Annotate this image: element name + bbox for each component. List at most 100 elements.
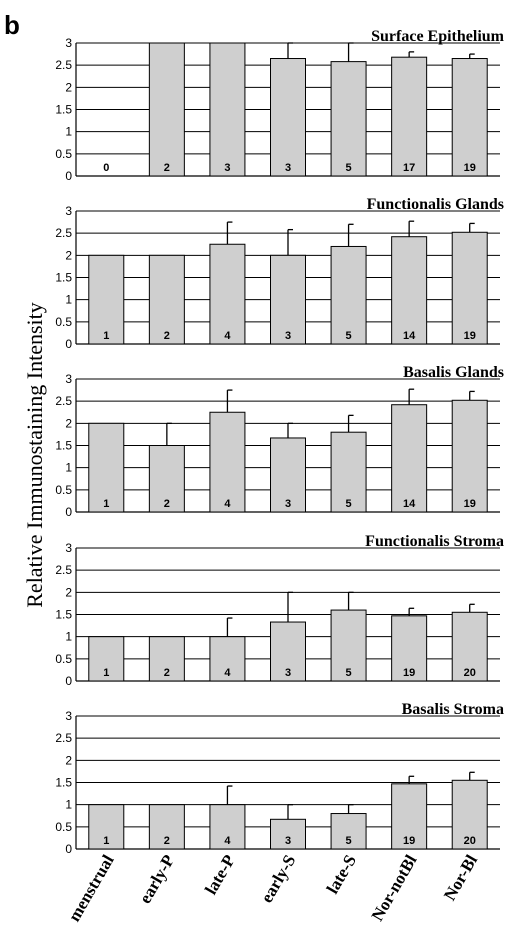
panel-title: Basalis Stroma (402, 701, 504, 718)
bar (391, 615, 428, 682)
bar (88, 636, 125, 682)
y-tick-label: 2 (65, 416, 72, 430)
sample-size-label: 2 (164, 667, 170, 679)
y-tick-label: 1.5 (55, 608, 72, 622)
sample-size-label: 19 (403, 835, 415, 847)
bar (330, 245, 367, 345)
bar (330, 431, 367, 513)
sample-size-label: 5 (346, 667, 352, 679)
bar (88, 254, 125, 345)
sample-size-label: 4 (224, 835, 231, 847)
sample-size-label: 3 (285, 835, 291, 847)
panel-title: Functionalis Glands (367, 196, 504, 213)
bar (270, 254, 306, 345)
bar (391, 783, 428, 850)
y-tick-label: 1 (65, 125, 72, 139)
sample-size-label: 1 (103, 667, 109, 679)
bar (451, 58, 488, 177)
bar (148, 804, 185, 850)
x-category-label: early-P (135, 852, 178, 907)
sample-size-label: 19 (403, 667, 415, 679)
sample-size-label: 2 (164, 498, 170, 510)
bar (270, 437, 306, 513)
y-tick-label: 1.5 (55, 439, 72, 453)
x-category-label: Nor-Bl (440, 851, 481, 904)
y-tick-label: 1.5 (55, 103, 72, 117)
y-tick-label: 2.5 (55, 394, 72, 408)
x-category-label: menstrual (64, 851, 117, 925)
bar (451, 611, 488, 682)
bar (148, 445, 185, 513)
y-tick-label: 3 (65, 541, 72, 555)
y-tick-label: 2 (65, 80, 72, 94)
bar (88, 422, 125, 513)
panel-title: Basalis Glands (403, 364, 504, 381)
bar (148, 636, 185, 682)
sample-size-label: 1 (103, 330, 109, 342)
y-tick-label: 1 (65, 630, 72, 644)
panel-letter: b (4, 10, 20, 40)
y-tick-label: 0 (65, 674, 72, 688)
sample-size-label: 19 (464, 162, 476, 174)
y-tick-label: 0.5 (55, 820, 72, 834)
bar (148, 42, 185, 177)
bar (148, 254, 185, 345)
sample-size-label: 19 (464, 330, 476, 342)
bar (270, 818, 306, 850)
y-tick-label: 1 (65, 798, 72, 812)
sample-size-label: 3 (285, 162, 291, 174)
y-tick-label: 1.5 (55, 776, 72, 790)
panel-3: 0 0.5 1 1.5 2 2.5 3 1 2 4 3 5 14 19 Basalis Glands (55, 364, 504, 519)
bar (391, 236, 428, 345)
sample-size-label: 20 (464, 835, 476, 847)
y-tick-label: 2.5 (55, 58, 72, 72)
bar (270, 58, 306, 177)
sample-size-label: 14 (403, 498, 416, 510)
bar (330, 609, 367, 682)
bar (391, 56, 428, 177)
y-tick-label: 2 (65, 585, 72, 599)
bar (209, 42, 246, 177)
sample-size-label: 3 (224, 162, 230, 174)
y-tick-label: 3 (65, 709, 72, 723)
x-category-label: Nor-notBl (368, 851, 421, 924)
y-tick-label: 3 (65, 372, 72, 386)
x-category-label: late-S (323, 852, 360, 897)
sample-size-label: 2 (164, 162, 170, 174)
sample-size-label: 3 (285, 498, 291, 510)
y-tick-label: 2 (65, 248, 72, 262)
sample-size-label: 5 (346, 498, 352, 510)
y-tick-label: 0 (65, 842, 72, 856)
panel-title: Surface Epithelium (371, 28, 505, 45)
y-tick-label: 0 (65, 169, 72, 183)
bar (209, 411, 246, 513)
y-tick-label: 0.5 (55, 147, 72, 161)
panel-5: 0 0.5 1 1.5 2 2.5 3 1 2 4 3 5 19 20 Basalis Stroma (55, 701, 504, 856)
y-axis-label: Relative Immunostaining Intensity (22, 302, 47, 608)
sample-size-label: 17 (403, 162, 415, 174)
bar (391, 404, 428, 513)
bar (270, 621, 306, 682)
panel-title: Functionalis Stroma (365, 533, 504, 550)
bar (209, 636, 246, 682)
panel-2: 0 0.5 1 1.5 2 2.5 3 1 2 4 3 5 14 19 Functionalis Gland… (55, 196, 504, 351)
sample-size-label: 5 (346, 162, 352, 174)
x-category-labels: menstrual early-P late-P early-S late-S Nor-n… (64, 851, 481, 925)
panel-4: 0 0.5 1 1.5 2 2.5 3 1 2 4 3 5 19 20 Functionalis Strom… (55, 533, 504, 688)
bar (88, 804, 125, 850)
y-tick-label: 0.5 (55, 483, 72, 497)
y-tick-label: 2.5 (55, 563, 72, 577)
bar (209, 804, 246, 850)
y-tick-label: 0 (65, 337, 72, 351)
sample-size-label: 4 (224, 330, 231, 342)
bar (451, 779, 488, 850)
sample-size-label: 4 (224, 498, 231, 510)
y-tick-label: 2.5 (55, 731, 72, 745)
y-tick-label: 3 (65, 204, 72, 218)
sample-size-label: 19 (464, 498, 476, 510)
x-category-label: early-S (257, 852, 299, 906)
y-tick-label: 3 (65, 36, 72, 50)
sample-size-label: 2 (164, 330, 170, 342)
y-tick-label: 1.5 (55, 271, 72, 285)
